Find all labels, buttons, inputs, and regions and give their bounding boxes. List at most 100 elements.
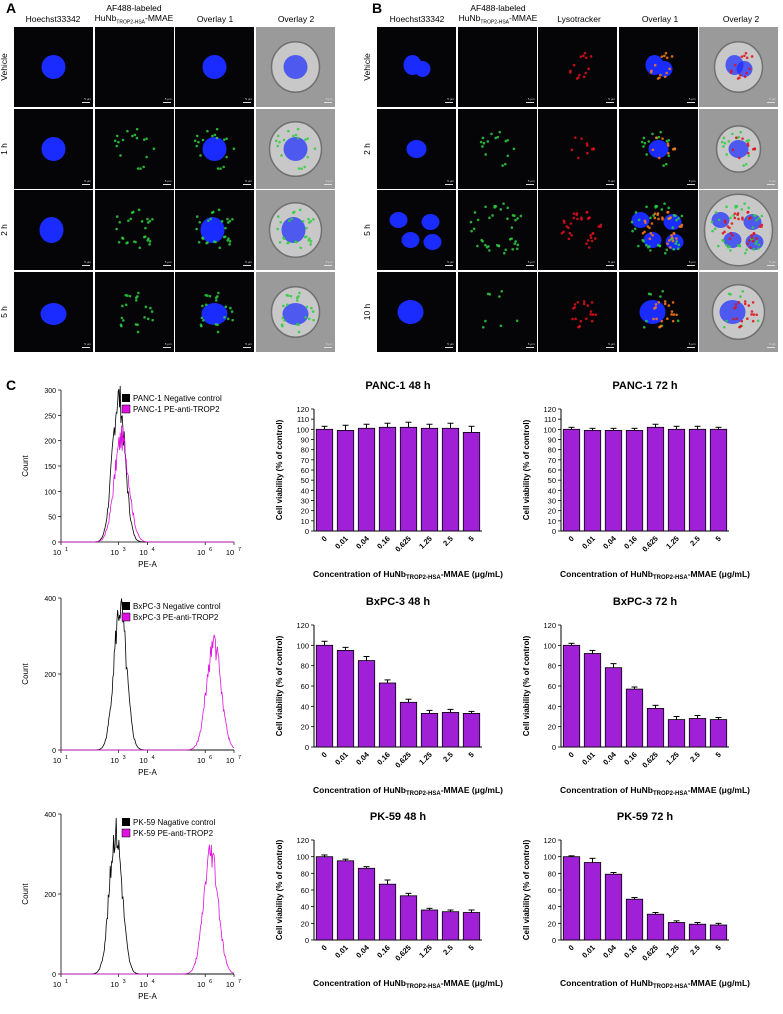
green-signal [228,219,232,223]
panel-b-microscopy-tile: 5 μm [699,108,778,189]
red-signal [656,77,659,80]
red-signal [591,312,595,316]
x-tick-label: 10 [226,548,234,557]
cell-image [715,124,762,173]
nucleus [202,136,227,161]
green-signal [121,138,124,141]
bar [667,428,686,532]
red-signal [749,246,752,249]
x-tick-exponent: 4 [152,755,155,761]
cell-image [406,139,427,158]
green-signal [504,139,507,142]
nucleus [643,232,661,248]
x-tick-label: 0.04 [601,749,618,766]
y-tick-label: 40 [548,903,556,912]
panel-a-microscopy-tile: 5 μm [255,190,335,270]
x-tick-label: 0.625 [393,750,413,770]
green-signal [302,165,306,168]
green-signal [195,215,199,218]
x-tick-label: 10 [226,980,234,989]
green-signal [487,249,491,252]
green-signal [658,294,662,298]
green-signal [747,206,750,210]
green-signal [232,146,236,150]
green-signal [747,138,751,142]
cell-image [560,210,603,249]
panel-b-microscopy-tile: 5 μm [457,190,537,270]
green-signal [476,218,479,222]
green-signal [643,141,646,145]
red-signal [743,54,746,58]
green-signal [200,316,204,319]
y-tick-label: 20 [301,507,309,516]
red-signal [747,239,751,242]
green-signal [717,244,720,248]
green-signal [296,294,300,298]
red-signal [666,151,670,155]
green-signal [230,309,234,313]
red-signal [590,319,594,322]
green-signal [729,216,732,220]
green-signal [727,292,731,295]
scale-bar [445,183,453,185]
panel-b-row-label: 5 h [362,224,372,236]
bar-chart-pk59-72h: PK-59 72 h 0 20 40 60 80 100 120 Cell viability … [522,811,750,990]
bar-chart-panc1-48h: PANC-1 48 h0102030405060708090100110120C… [275,380,503,581]
red-signal [659,324,662,327]
green-signal [303,235,307,239]
bar [688,428,707,532]
x-tick-label: 0.16 [375,943,392,960]
bar [646,913,665,941]
green-signal [756,318,760,322]
green-signal [500,163,504,167]
green-signal [309,306,313,309]
red-signal [751,239,755,243]
y-tick-label: 100 [44,489,56,496]
panel-b-row-label: Vehicle [362,53,372,81]
red-signal [729,231,733,235]
green-signal [130,134,134,137]
bar [357,867,376,941]
panel-a-microscopy-tile: 5 μm [175,190,254,270]
panel-b-microscopy-tile: 5 μm [699,190,778,270]
green-signal [136,330,139,333]
green-signal [661,163,665,167]
red-signal [732,317,735,320]
x-tick-exponent: 1 [65,547,68,553]
green-signal [659,208,663,211]
red-signal [662,54,666,58]
red-signal [651,317,655,320]
y-tick-label: 10 [548,517,556,526]
green-signal [630,229,634,233]
panel-a-col-hoechst: Hoechst33342 [25,14,81,24]
green-signal [148,240,151,243]
y-tick-label: 20 [548,507,556,516]
bar [315,428,334,532]
y-tick-label: 300 [44,388,56,395]
chart-title: PK-59 72 h [617,811,674,823]
green-signal [676,217,680,220]
green-signal [740,208,744,211]
red-signal [751,319,755,322]
red-signal [733,212,737,215]
green-signal [475,244,479,248]
scale-bar [686,183,695,185]
green-signal [739,294,742,298]
red-signal [677,225,681,228]
scale-bar [445,102,453,103]
y-tick-label: 200 [44,439,56,446]
red-signal [674,237,678,240]
green-signal [137,208,140,212]
x-tick-label: 10 [139,756,147,765]
x-tick-exponent: 6 [209,979,212,985]
panel-b-col-hoechst: Hoechst33342 [389,14,445,24]
green-signal [291,134,295,137]
red-signal [594,312,597,316]
cell-image [40,302,67,325]
green-signal [745,248,749,252]
panel-b-microscopy-tile: 5 μm [377,27,456,107]
chart-y-label: Cell viability (% of control) [275,419,284,520]
y-tick-label: 0 [305,743,309,752]
green-signal [760,214,764,218]
cell-image [639,289,679,329]
